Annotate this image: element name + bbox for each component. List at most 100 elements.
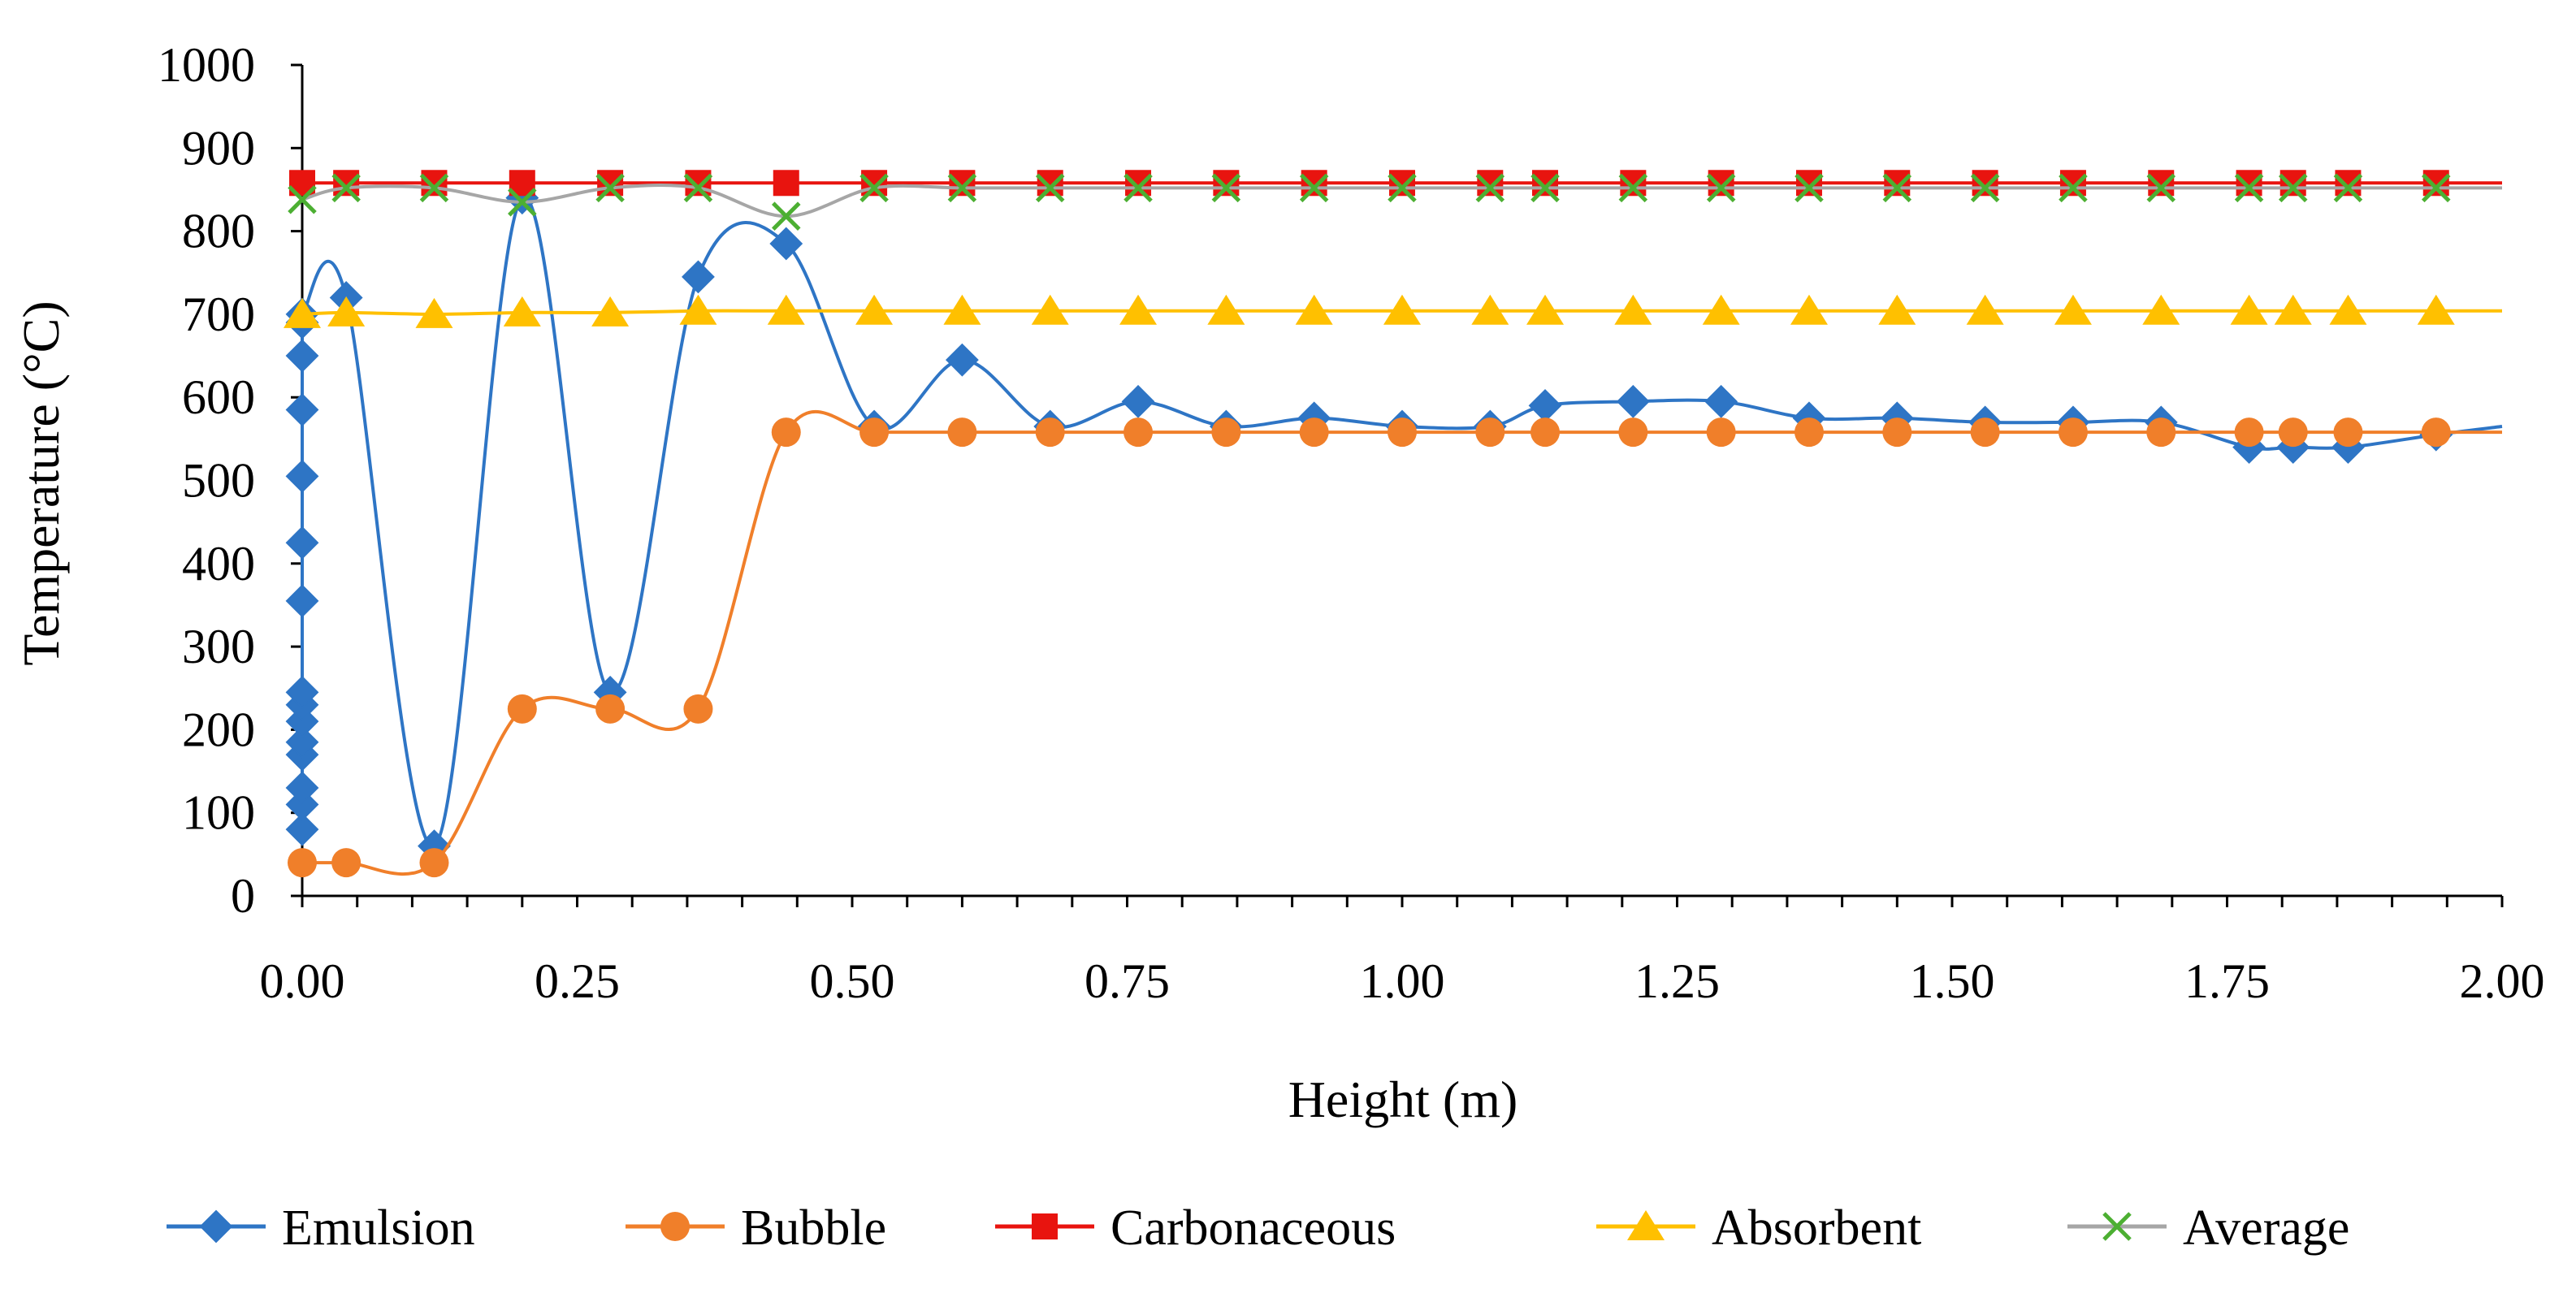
data-point-bubble — [1475, 417, 1505, 448]
data-point-average-stroke — [1123, 173, 1153, 203]
data-point-average-stroke — [2234, 173, 2264, 203]
x-tick-label: 1.50 — [1910, 954, 1995, 1008]
data-point-emulsion — [1121, 384, 1155, 418]
data-point-bubble — [1706, 417, 1736, 448]
data-point-bubble — [2058, 417, 2088, 448]
data-point-average — [2234, 173, 2264, 203]
data-point-average — [1882, 173, 1912, 203]
data-point-bubble — [1970, 417, 2000, 448]
y-tick-label: 400 — [182, 537, 255, 590]
data-point-carbonaceous — [1620, 170, 1647, 197]
data-point-bubble — [2333, 417, 2363, 448]
data-point-absorbent — [1526, 294, 1565, 325]
series-layer — [284, 170, 2503, 878]
data-point-carbonaceous — [685, 170, 712, 197]
data-point-average-stroke — [1970, 173, 2000, 203]
data-point-carbonaceous — [2335, 170, 2362, 197]
data-point-bubble — [288, 848, 317, 878]
data-point-emulsion — [285, 339, 319, 373]
data-point-average-stroke — [859, 173, 889, 203]
data-point-absorbent — [855, 294, 894, 325]
data-point-bubble — [947, 417, 977, 448]
y-tick-label: 300 — [182, 620, 255, 673]
data-point-average — [1795, 173, 1824, 203]
data-point-emulsion — [945, 343, 979, 377]
data-point-average-stroke — [1035, 173, 1065, 203]
legend-item-average: Average — [2067, 1200, 2349, 1256]
data-point-emulsion — [285, 704, 319, 738]
data-point-absorbent — [679, 294, 717, 325]
data-point-bubble — [1882, 417, 1912, 448]
data-point-average-stroke — [2278, 173, 2308, 203]
legend-label: Emulsion — [282, 1200, 475, 1256]
data-point-bubble — [1618, 417, 1648, 448]
legend-swatch-marker — [1032, 1213, 1058, 1239]
series-bubble — [288, 410, 2502, 878]
data-point-emulsion — [1528, 389, 1562, 422]
data-point-average-stroke — [595, 173, 625, 203]
x-tick-label: 1.75 — [2184, 954, 2270, 1008]
y-tick-label: 0 — [231, 869, 255, 923]
data-point-average — [419, 173, 449, 203]
data-point-average — [771, 201, 801, 231]
data-point-carbonaceous — [597, 170, 624, 197]
data-point-absorbent — [591, 296, 630, 327]
data-point-absorbent — [1614, 294, 1652, 325]
data-point-carbonaceous — [2422, 170, 2449, 197]
legend-item-absorbent: Absorbent — [1596, 1200, 1921, 1256]
data-point-carbonaceous — [1884, 170, 1911, 197]
data-point-average — [2146, 173, 2176, 203]
y-tick-label: 200 — [182, 703, 255, 756]
data-point-absorbent — [2230, 294, 2268, 325]
data-point-carbonaceous — [1477, 170, 1504, 197]
data-point-emulsion — [682, 260, 715, 294]
data-point-carbonaceous — [861, 170, 888, 197]
legend-swatch-marker-stroke — [2102, 1212, 2132, 1241]
data-point-bubble — [1530, 417, 1561, 448]
data-point-average-stroke — [1530, 173, 1560, 203]
data-point-average — [1970, 173, 2000, 203]
x-tick-label: 1.00 — [1360, 954, 1445, 1008]
legend-swatch-marker — [1627, 1210, 1665, 1240]
data-point-bubble — [2421, 417, 2451, 448]
data-point-average-stroke — [1795, 173, 1824, 203]
data-point-carbonaceous — [1972, 170, 1998, 197]
data-point-average — [2059, 173, 2088, 203]
data-point-bubble — [419, 848, 449, 878]
y-tick-label: 600 — [182, 370, 255, 424]
data-point-average — [1123, 173, 1153, 203]
legend-label: Average — [2183, 1200, 2349, 1256]
data-point-carbonaceous — [1708, 170, 1734, 197]
data-point-emulsion — [285, 812, 319, 846]
data-point-average — [859, 173, 889, 203]
data-point-carbonaceous — [1125, 170, 1152, 197]
data-point-absorbent — [2417, 294, 2455, 325]
data-point-absorbent — [1207, 294, 1245, 325]
y-tick-label: 700 — [182, 288, 255, 341]
data-point-average-stroke — [2333, 173, 2363, 203]
data-point-average — [683, 173, 713, 203]
data-point-absorbent — [1295, 294, 1333, 325]
data-point-average-stroke — [508, 188, 537, 217]
data-point-average — [2278, 173, 2308, 203]
data-point-emulsion — [285, 771, 319, 805]
series-line-absorbent — [301, 309, 2502, 316]
data-point-average — [331, 173, 361, 203]
data-point-average — [1211, 173, 1241, 203]
data-point-bubble — [1123, 417, 1154, 448]
y-tick-label: 100 — [182, 786, 255, 840]
data-point-average-stroke — [331, 173, 361, 203]
legend-swatch-marker — [660, 1212, 690, 1241]
data-point-bubble — [1035, 417, 1065, 448]
x-tick-label: 1.25 — [1634, 954, 1720, 1008]
data-point-absorbent — [1031, 294, 1069, 325]
data-point-absorbent — [1383, 294, 1421, 325]
data-point-bubble — [331, 848, 362, 878]
data-point-average-stroke — [288, 184, 317, 214]
y-tick-label: 900 — [182, 121, 255, 175]
data-point-average-stroke — [683, 173, 713, 203]
data-point-emulsion — [285, 459, 319, 493]
data-point-average-stroke — [1706, 173, 1736, 203]
data-point-average-stroke — [1618, 173, 1648, 203]
x-tick-label: 0.25 — [535, 954, 620, 1008]
